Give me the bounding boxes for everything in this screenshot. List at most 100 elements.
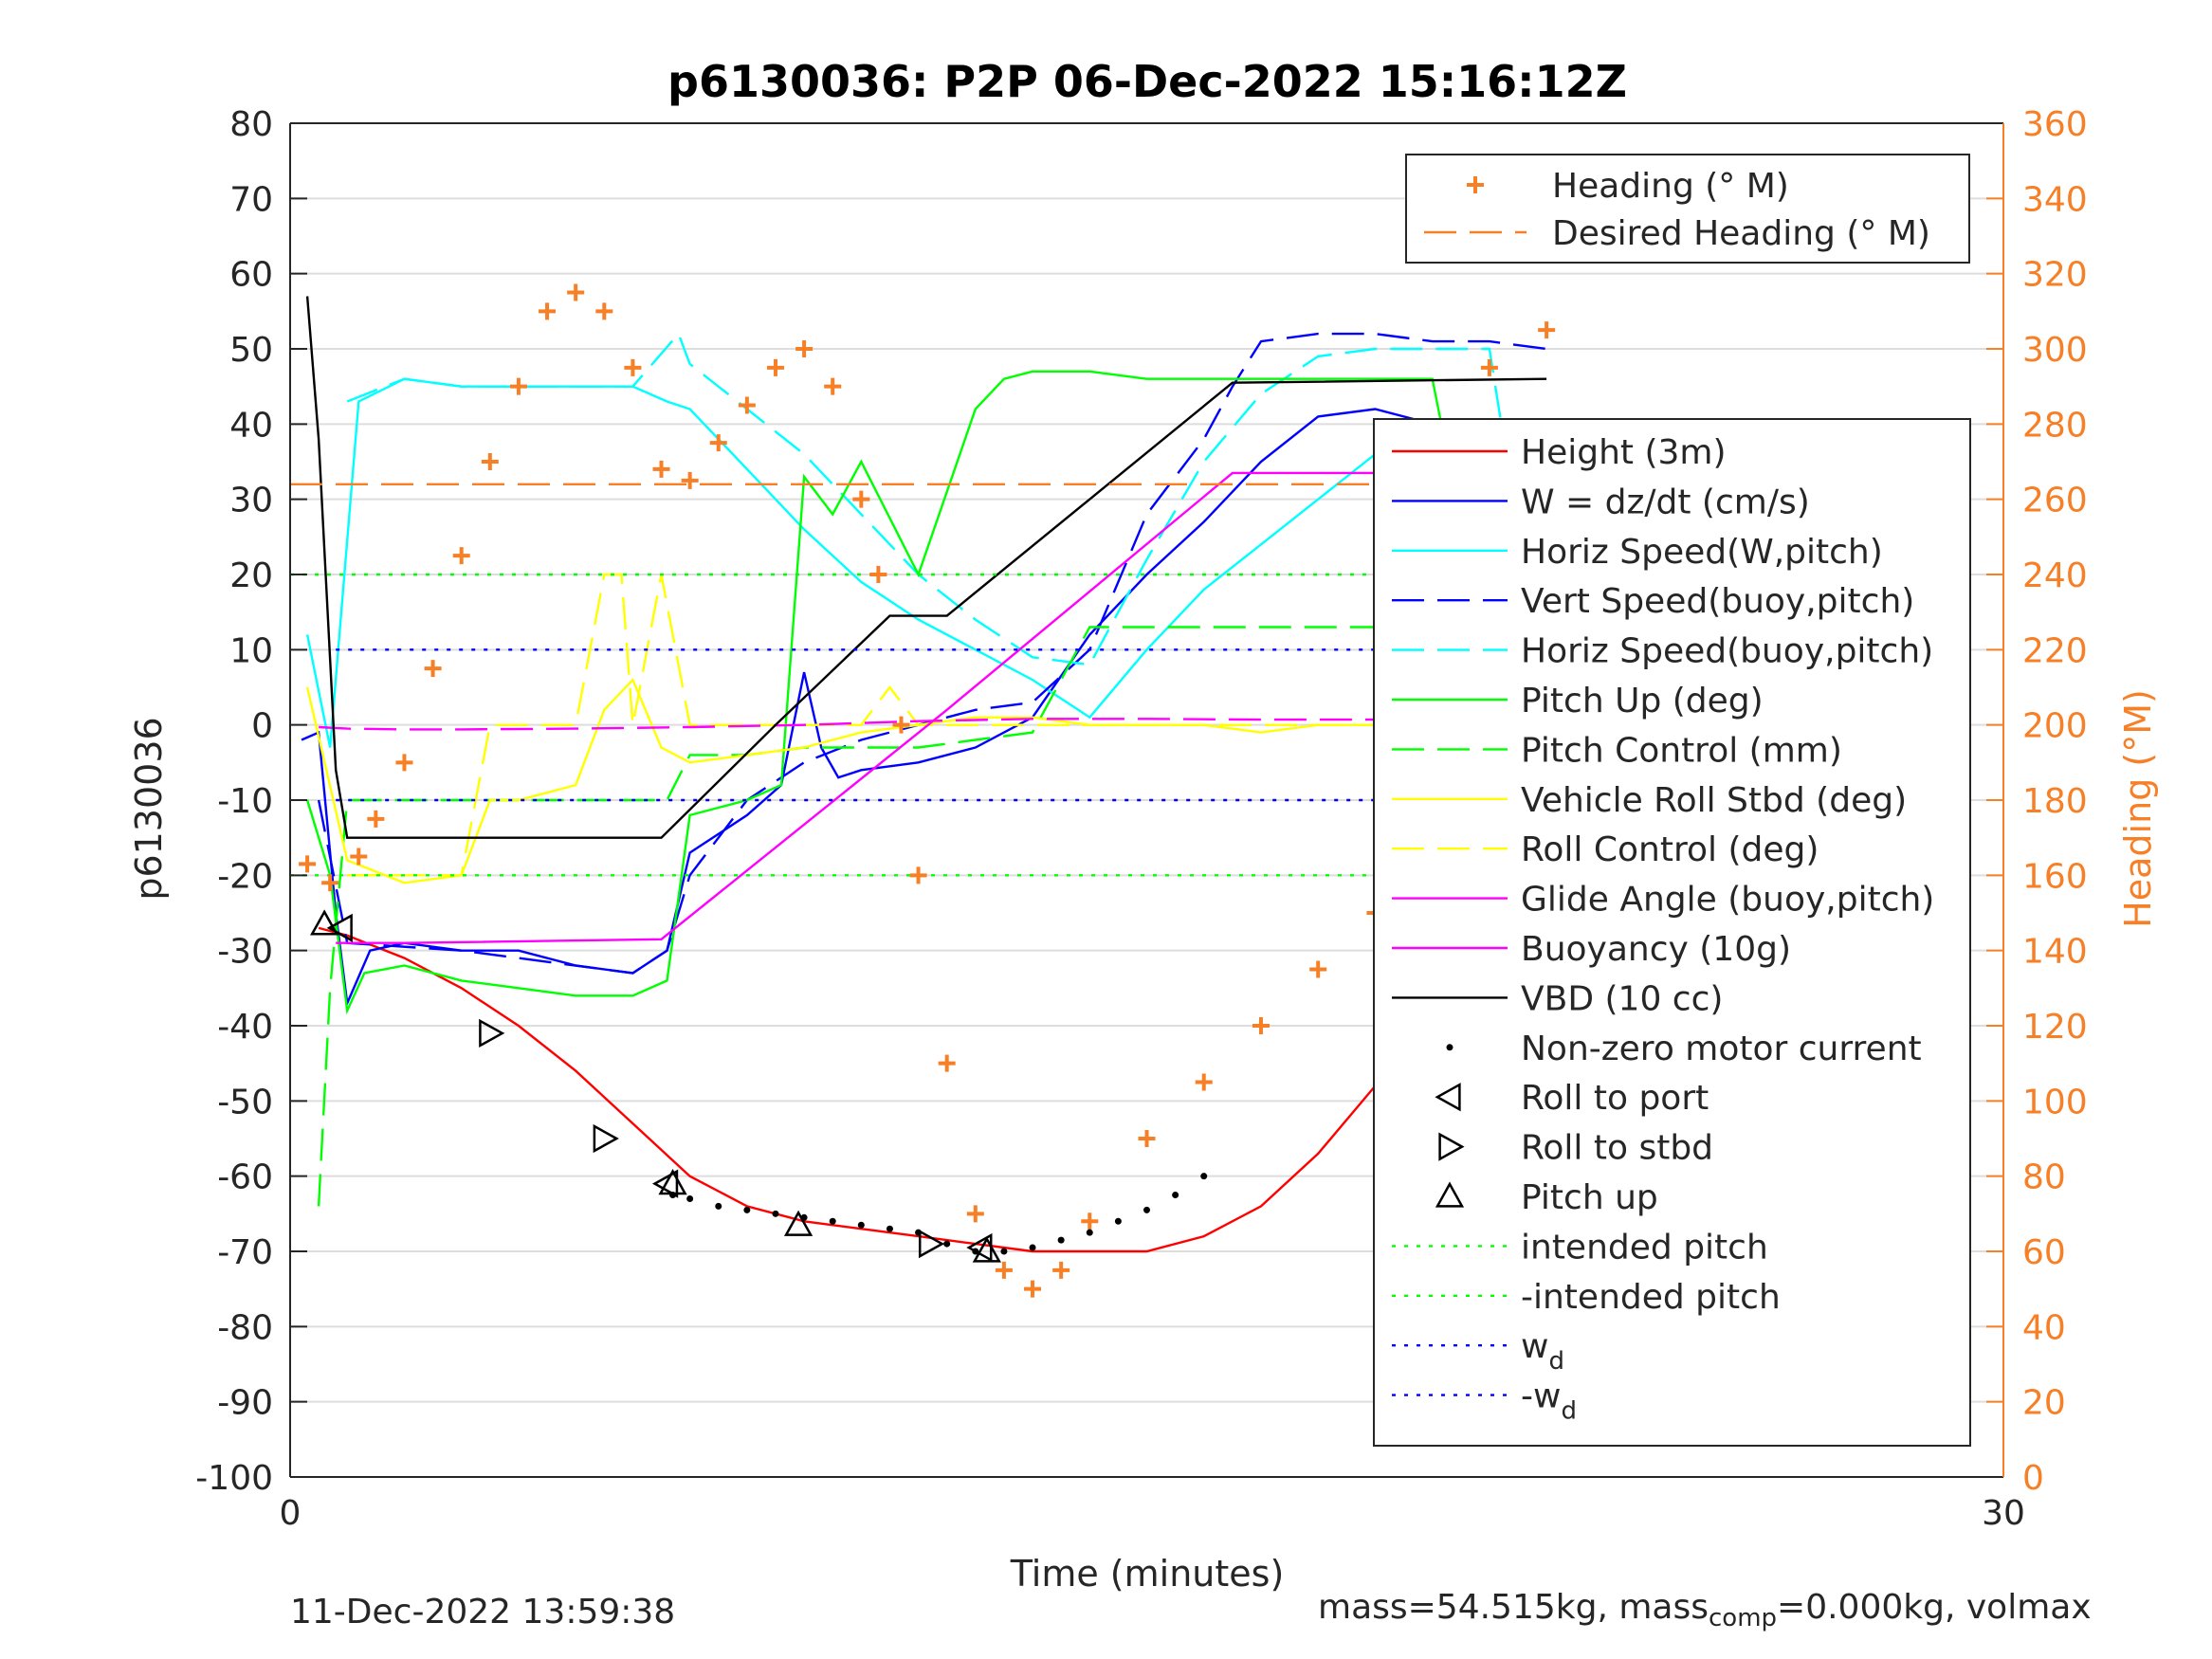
heading-point [367, 810, 385, 828]
y2-tick-label: 220 [2022, 631, 2088, 670]
marker-tri-up [658, 1169, 687, 1195]
heading-point [852, 490, 870, 508]
heading-point [1309, 960, 1327, 978]
y-tick-label: 50 [229, 331, 273, 370]
legend-entry: Pitch up [1521, 1178, 1658, 1217]
series-vehicle-roll-stbd-deg- [305, 677, 1547, 884]
y-tick-label: -100 [195, 1459, 273, 1498]
y-tick-label: -30 [217, 933, 273, 972]
heading-point [766, 358, 784, 376]
marker-tri-up [310, 909, 339, 936]
series-buoyancy-10g- [336, 471, 1547, 944]
heading-point [624, 358, 642, 376]
y2-tick-label: 200 [2022, 707, 2088, 746]
series-vert-speed-buoy-pitch- [317, 332, 1547, 975]
y2-tick-label: 40 [2022, 1308, 2066, 1347]
legend-entry: VBD (10 cc) [1521, 979, 1723, 1018]
series-glide-angle-buoy-pitch- [319, 718, 1547, 731]
motor-current-point [829, 1217, 836, 1225]
heading-point [567, 283, 585, 301]
heading-point [738, 396, 756, 414]
y2-tick-label: 300 [2022, 331, 2088, 370]
heading-point [299, 855, 317, 873]
legend-heading-entry: Desired Heading (° M) [1552, 214, 1930, 253]
y-tick-label: -70 [217, 1233, 273, 1272]
y-tick-label: 10 [229, 631, 273, 670]
y-tick-label: 70 [229, 180, 273, 219]
marker-tri-up [783, 1210, 814, 1236]
series-w-dz-dt-cm-s- [301, 408, 1548, 1008]
legend-entry: Non-zero motor current [1521, 1030, 1922, 1068]
legend-heading-box [1405, 154, 1970, 264]
heading-point [424, 660, 442, 678]
y2-tick-label: 340 [2022, 180, 2088, 219]
heading-point [1081, 1212, 1099, 1231]
legend-entry: Vehicle Roll Stbd (deg) [1521, 781, 1907, 820]
series-pitch-up-deg- [305, 370, 1547, 1015]
y2-tick-label: 180 [2022, 782, 2088, 821]
heading-point [1024, 1280, 1042, 1298]
legend-entry: Pitch Up (deg) [1521, 682, 1764, 720]
y2-tick-label: 360 [2022, 105, 2088, 144]
x-tick-label: 0 [280, 1494, 302, 1533]
y2-tick-label: 20 [2022, 1384, 2066, 1423]
y-axis-label: p6130036 [128, 717, 170, 900]
legend-subscript: d [1548, 1347, 1564, 1376]
x-axis-label: Time (minutes) [1010, 1553, 1285, 1595]
motor-current-point [772, 1210, 779, 1217]
legend-entry: Pitch Control (mm) [1521, 731, 1842, 770]
heading-point [1538, 321, 1556, 339]
legend-sample [1435, 1181, 1465, 1208]
y-tick-label: -50 [217, 1083, 273, 1121]
mass-text-part1: mass=54.515kg, mass [1318, 1588, 1709, 1627]
series-vbd-10-cc- [305, 296, 1547, 839]
y-tick-label: 60 [229, 256, 273, 295]
motor-current-point [1114, 1217, 1122, 1225]
legend-main: Height (3m) W = dz/dt (cm/s) Horiz Speed(W… [1373, 418, 1971, 1447]
heading-point [509, 377, 527, 395]
legend-sample [1467, 176, 1484, 193]
motor-current-point [1029, 1244, 1036, 1251]
y-tick-label: 80 [229, 105, 273, 144]
motor-current-point [886, 1225, 893, 1232]
heading-point [595, 302, 613, 320]
legend-heading-entry: Heading (° M) [1552, 167, 1789, 206]
motor-current-point [743, 1206, 751, 1213]
motor-current-point [1200, 1173, 1208, 1180]
heading-point [481, 453, 499, 470]
marker-tri-left [651, 1169, 679, 1198]
series-roll-control-deg- [347, 573, 1547, 877]
marker-tri-right [593, 1123, 619, 1154]
marker-tri-right [918, 1229, 945, 1259]
motor-current-point [1172, 1192, 1179, 1198]
heading-point [539, 302, 557, 320]
timestamp-text: 11-Dec-2022 13:59:38 [290, 1593, 676, 1632]
legend-entry: Glide Angle (buoy,pitch) [1521, 881, 1934, 920]
y2-tick-label: 240 [2022, 556, 2088, 595]
y2-tick-label: 120 [2022, 1008, 2088, 1047]
legend-entry: Horiz Speed(W,pitch) [1521, 533, 1883, 572]
y2-tick-label: 320 [2022, 256, 2088, 295]
heading-point [1480, 358, 1498, 376]
legend-sample [1446, 1044, 1453, 1051]
heading-point [452, 547, 470, 565]
y-tick-label: 40 [229, 406, 273, 445]
legend-sample [1438, 1132, 1465, 1161]
mass-subscript: comp [1709, 1604, 1778, 1633]
motor-current-point [857, 1221, 865, 1229]
heading-point [321, 874, 339, 892]
mass-text-part2: =0.000kg, volmax [1777, 1588, 2092, 1627]
heading-point [995, 1261, 1013, 1279]
y2-axis-label: Heading (°M) [2117, 689, 2159, 928]
legend-entry: Roll to port [1521, 1079, 1709, 1118]
x-tick-label: 30 [1982, 1494, 2025, 1533]
heading-point [938, 1054, 956, 1072]
legend-entry: -intended pitch [1521, 1278, 1781, 1317]
y-tick-label: 30 [229, 482, 273, 520]
y2-tick-label: 160 [2022, 857, 2088, 896]
y2-tick-label: 260 [2022, 482, 2088, 520]
y2-tick-label: 100 [2022, 1083, 2088, 1121]
heading-point [1138, 1130, 1156, 1147]
y-tick-label: -40 [217, 1008, 273, 1047]
